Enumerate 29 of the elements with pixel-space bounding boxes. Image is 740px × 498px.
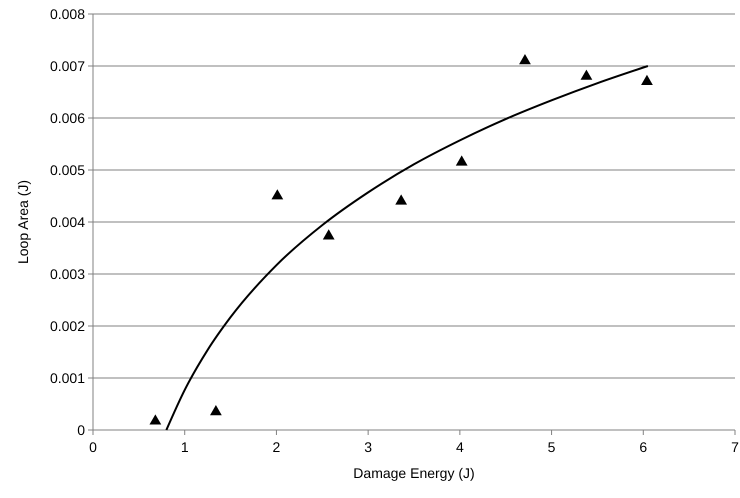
x-tick-label: 1 — [180, 439, 189, 455]
y-tick-label: 0.006 — [50, 110, 86, 126]
y-axis-title: Loop Area (J) — [15, 180, 31, 264]
x-tick-label: 5 — [548, 439, 556, 455]
point — [456, 155, 468, 166]
point — [580, 70, 592, 80]
y-tick-label: 0.005 — [50, 162, 86, 178]
y-tick-label: 0 — [77, 422, 86, 438]
x-tick-label: 0 — [89, 439, 98, 455]
point — [271, 189, 284, 200]
x-tick-label: 2 — [272, 439, 281, 455]
y-tick-label: 0.007 — [50, 58, 86, 74]
point — [322, 229, 335, 240]
y-tick-label: 0.001 — [50, 370, 86, 386]
point — [210, 405, 222, 416]
x-tick-label: 3 — [364, 439, 372, 455]
point — [149, 414, 162, 425]
point — [519, 54, 531, 64]
x-tick-label: 4 — [456, 439, 464, 455]
point — [641, 74, 653, 85]
x-tick-label: 6 — [639, 439, 648, 455]
x-axis-title: Damage Energy (J) — [353, 465, 475, 481]
y-tick-label: 0.004 — [50, 214, 86, 230]
point — [395, 194, 408, 205]
x-tick-label: 7 — [731, 439, 740, 455]
y-tick-label: 0.003 — [50, 266, 86, 282]
y-tick-label: 0.002 — [50, 318, 86, 334]
y-tick-label: 0.008 — [50, 6, 86, 22]
line-series — [165, 65, 649, 431]
